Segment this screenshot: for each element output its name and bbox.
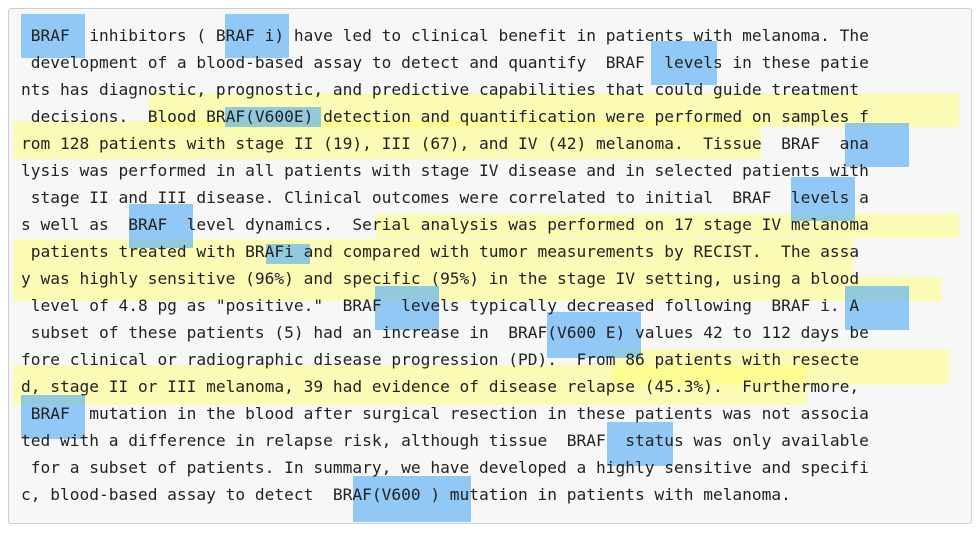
entity-highlight bbox=[129, 204, 193, 248]
abstract-line: BRAF inhibitors ( BRAF i) have led to cl… bbox=[21, 26, 869, 45]
sentence-highlight bbox=[13, 277, 941, 301]
abstract-line: decisions. Blood BRAF(V600E) detection a… bbox=[21, 107, 869, 126]
abstract-panel: BRAF inhibitors ( BRAF i) have led to cl… bbox=[8, 8, 972, 524]
sentence-highlight bbox=[13, 365, 807, 405]
abstract-line: s well as BRAF level dynamics. Serial an… bbox=[21, 215, 869, 234]
abstract-line: level of 4.8 pg as "positive." BRAF leve… bbox=[21, 296, 860, 315]
abstract-line: nts has diagnostic, prognostic, and pred… bbox=[21, 80, 860, 99]
entity-highlight bbox=[651, 41, 717, 85]
abstract-line: fore clinical or radiographic disease pr… bbox=[21, 350, 860, 369]
abstract-line: y was highly sensitive (96%) and specifi… bbox=[21, 269, 860, 288]
abstract-line: ted with a difference in relapse risk, a… bbox=[21, 431, 869, 450]
entity-highlight bbox=[547, 312, 641, 358]
abstract-line: rom 128 patients with stage II (19), III… bbox=[21, 134, 869, 153]
abstract-line: for a subset of patients. In summary, we… bbox=[21, 458, 869, 477]
abstract-line: c, blood-based assay to detect BRAF(V600… bbox=[21, 485, 791, 504]
abstract-line: subset of these patients (5) had an incr… bbox=[21, 323, 869, 342]
abstract-line: lysis was performed in all patients with… bbox=[21, 161, 869, 180]
entity-highlight bbox=[845, 286, 909, 330]
entity-highlight bbox=[375, 286, 439, 330]
entity-highlight bbox=[266, 244, 310, 264]
entity-highlight bbox=[21, 14, 85, 58]
sentence-highlight bbox=[375, 214, 959, 238]
entity-highlight bbox=[225, 14, 289, 58]
sentence-highlight bbox=[613, 349, 949, 385]
abstract-line: BRAF mutation in the blood after surgica… bbox=[21, 404, 869, 423]
entity-highlight bbox=[845, 123, 909, 167]
entity-highlight bbox=[225, 107, 321, 127]
abstract-line: stage II and III disease. Clinical outco… bbox=[21, 188, 869, 207]
sentence-highlight bbox=[13, 121, 761, 159]
entity-highlight bbox=[607, 422, 673, 466]
abstract-line: development of a blood-based assay to de… bbox=[21, 53, 869, 72]
abstract-line: patients treated with BRAFi and compared… bbox=[21, 242, 860, 261]
entity-highlight bbox=[353, 476, 471, 522]
entity-highlight bbox=[21, 395, 85, 439]
entity-highlight bbox=[791, 177, 855, 221]
abstract-line: d, stage II or III melanoma, 39 had evid… bbox=[21, 377, 860, 396]
